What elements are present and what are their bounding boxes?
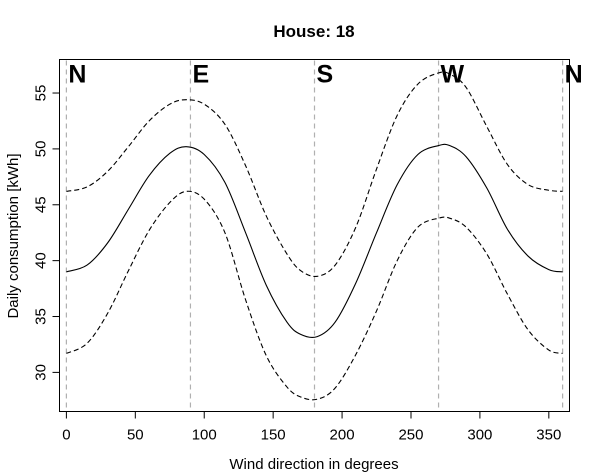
series-line-2 [66,190,563,401]
x-tick-label-4: 200 [330,427,355,444]
series-lines [66,71,563,401]
y-axis-ticks: 30 35 40 45 50 55 [33,85,60,381]
y-axis-label: Daily consumption [kWh] [5,153,22,318]
x-tick-label-0: 0 [62,427,70,444]
x-axis-ticks: 0 50 100 150 200 250 300 350 [62,411,561,444]
x-tick-label-2: 100 [192,427,217,444]
x-axis-label: Wind direction in degrees [229,456,398,473]
plot-frame [59,59,570,412]
y-tick-label-0: 30 [33,364,50,381]
chart-title: House: 18 [273,22,354,41]
direction-label-4: N [565,61,583,89]
y-tick-label-5: 55 [33,85,50,102]
y-tick-label-3: 45 [33,196,50,213]
direction-label-0: N [68,61,86,89]
direction-label-1: E [192,61,209,89]
y-tick-label-2: 40 [33,252,50,269]
x-tick-label-5: 250 [398,427,423,444]
x-tick-label-1: 50 [127,427,144,444]
series-line-1 [66,143,563,339]
x-tick-label-7: 350 [536,427,561,444]
direction-label-3: W [441,61,465,89]
series-line-0 [66,71,563,278]
y-tick-label-1: 35 [33,308,50,325]
direction-label-2: S [317,61,334,89]
x-tick-label-3: 150 [261,427,286,444]
direction-reference-lines [65,60,564,411]
y-tick-label-4: 50 [33,141,50,158]
x-tick-label-6: 300 [467,427,492,444]
